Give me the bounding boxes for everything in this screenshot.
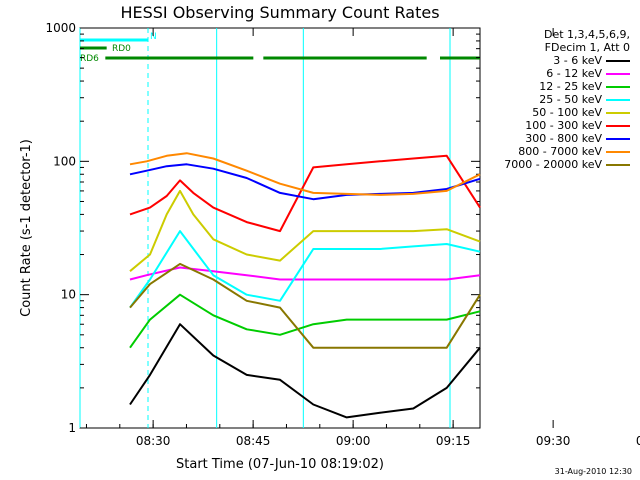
state-bar-label: RD0: [112, 44, 131, 54]
legend-label: 300 - 800 keV: [525, 132, 602, 145]
x-tick-label: 08:45: [236, 434, 271, 448]
y-tick-label: 10: [61, 288, 76, 302]
plot-area: N RD0 RD6 08:30 08:45 09:00 09:15 09:30 09:45 1 10…: [45, 21, 640, 448]
y-tick-label: 100: [53, 154, 76, 168]
legend-item: 25 - 50 keV: [478, 93, 630, 106]
state-bar-label: RD6: [80, 54, 99, 64]
legend-label: 7000 - 20000 keV: [504, 158, 602, 171]
legend-label: 800 - 7000 keV: [518, 145, 602, 158]
legend-swatch: [606, 111, 630, 114]
chart-title: HESSI Observing Summary Count Rates: [120, 3, 439, 22]
series-line: [129, 189, 481, 272]
legend-rows: 3 - 6 keV 6 - 12 keV 12 - 25 keV 25 - 50 ke…: [478, 54, 630, 171]
series-line: [129, 154, 481, 233]
x-axis-label: Start Time (07-Jun-10 08:19:02): [176, 457, 384, 472]
legend-swatch: [606, 98, 630, 101]
x-tick-label: 09:45: [636, 434, 640, 448]
legend-swatch: [606, 72, 630, 75]
state-bar-label: N: [150, 32, 157, 42]
legend-label: 25 - 50 keV: [539, 93, 602, 106]
legend-item: 300 - 800 keV: [478, 132, 630, 145]
x-tick-label: 09:00: [336, 434, 371, 448]
legend-label: 50 - 100 keV: [532, 106, 602, 119]
x-tick-label: 09:15: [436, 434, 471, 448]
series-line: [129, 293, 481, 349]
timestamp: 31-Aug-2010 12:30: [554, 467, 632, 476]
legend: Det 1,3,4,5,6,9, FDecim 1, Att 0 3 - 6 k…: [478, 28, 630, 171]
legend-item: 7000 - 20000 keV: [478, 158, 630, 171]
legend-label: 12 - 25 keV: [539, 80, 602, 93]
legend-swatch: [606, 59, 630, 62]
legend-swatch: [606, 137, 630, 140]
plot-frame: [79, 27, 481, 429]
legend-label: 3 - 6 keV: [553, 54, 602, 67]
legend-item: 800 - 7000 keV: [478, 145, 630, 158]
legend-swatch: [606, 163, 630, 166]
y-tick-label: 1: [68, 421, 76, 435]
legend-swatch: [606, 85, 630, 88]
legend-header-line: FDecim 1, Att 0: [544, 41, 630, 54]
legend-item: 6 - 12 keV: [478, 67, 630, 80]
legend-label: 100 - 300 keV: [525, 119, 602, 132]
legend-header-line: Det 1,3,4,5,6,9,: [543, 28, 630, 41]
x-tick-label: 09:30: [536, 434, 571, 448]
legend-label: 6 - 12 keV: [546, 67, 602, 80]
series-line: [129, 266, 481, 281]
legend-item: 50 - 100 keV: [478, 106, 630, 119]
legend-swatch: [606, 124, 630, 127]
series-line: [129, 152, 481, 196]
series-line: [129, 230, 481, 309]
series-line: [129, 323, 481, 419]
x-tick-label: 08:30: [136, 434, 171, 448]
legend-swatch: [606, 150, 630, 153]
legend-item: 3 - 6 keV: [478, 54, 630, 67]
legend-item: 12 - 25 keV: [478, 80, 630, 93]
y-axis-label: Count Rate (s-1 detector-1): [19, 139, 34, 317]
legend-item: 100 - 300 keV: [478, 119, 630, 132]
series-line: [129, 262, 481, 349]
y-tick-label: 1000: [45, 21, 76, 35]
